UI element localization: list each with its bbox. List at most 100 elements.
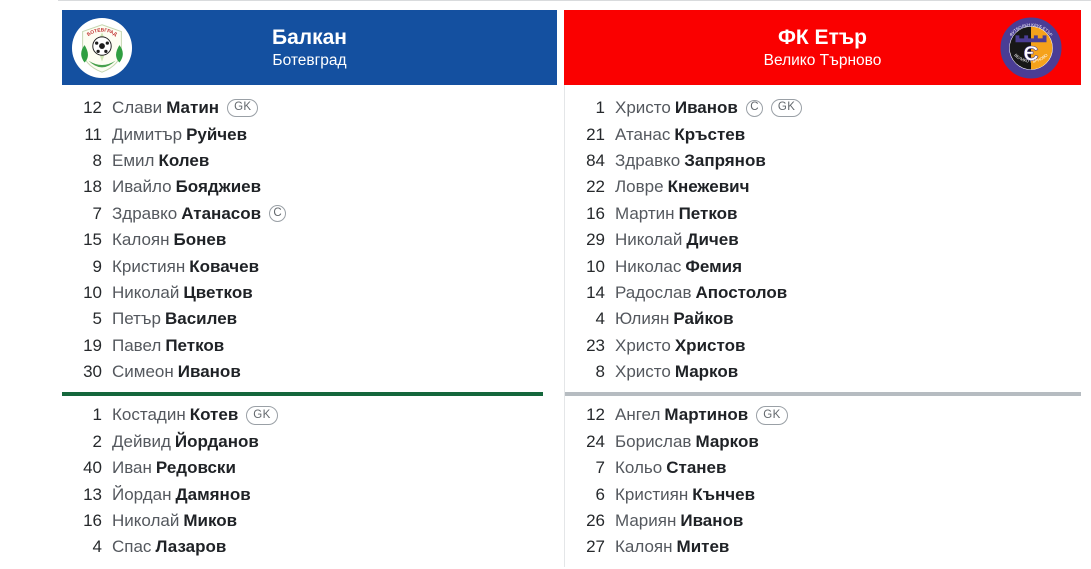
player-row[interactable]: 16 Николай Миков [62, 508, 557, 534]
player-last-name: Марков [695, 431, 759, 451]
player-number: 4 [92, 537, 102, 557]
player-last-name: Апостолов [695, 282, 788, 302]
home-team-header[interactable]: БОТЕВГРАД Балкан Ботевград [62, 10, 557, 85]
player-name: Йордан Дамянов [112, 485, 251, 505]
player-name: Ловре Кнежевич [615, 177, 750, 197]
player-row[interactable]: 30 Симеон Иванов [62, 359, 557, 385]
player-row[interactable]: 16 Мартин Петков [565, 201, 1081, 227]
player-first-name: Мартин [615, 203, 675, 223]
player-name: Радослав Апостолов [615, 283, 787, 303]
player-row[interactable]: 24 Борислав Марков [565, 429, 1081, 455]
home-substitutes-divider [62, 392, 543, 397]
player-name: Николай Дичев [615, 230, 739, 250]
etar-crest-icon: Є ФУТБОЛЕН КЛУБ ЕТЪР ВЕЛИКО ТЪРНОВО [1000, 16, 1062, 79]
player-last-name: Фемия [685, 256, 743, 276]
player-number: 6 [595, 484, 605, 504]
player-row[interactable]: 4 Юлиян Райков [565, 306, 1081, 332]
svg-text:Є: Є [1023, 41, 1038, 65]
player-name: Костадин Котев [112, 405, 238, 425]
player-first-name: Йордан [112, 484, 172, 504]
player-number: 1 [92, 405, 102, 425]
player-last-name: Иванов [674, 98, 738, 118]
goalkeeper-badge: GK [756, 406, 788, 425]
player-last-name: Миков [183, 511, 238, 531]
player-last-name: Бонев [173, 230, 227, 250]
player-row[interactable]: 12 Слави Матин GK [62, 95, 557, 121]
player-number: 26 [586, 511, 605, 531]
player-first-name: Христо [615, 335, 671, 355]
player-row[interactable]: 10 Николай Цветков [62, 280, 557, 306]
player-first-name: Николай [112, 511, 180, 531]
player-name: Калоян Митев [615, 537, 729, 557]
player-number: 7 [92, 203, 102, 223]
player-row[interactable]: 22 Ловре Кнежевич [565, 174, 1081, 200]
player-name: Кристиян Кънчев [615, 485, 755, 505]
player-last-name: Петков [678, 203, 738, 223]
player-row[interactable]: 1 Костадин Котев GK [62, 402, 557, 428]
player-row[interactable]: 11 Димитър Руйчев [62, 121, 557, 147]
player-row[interactable]: 14 Радослав Апостолов [565, 280, 1081, 306]
player-row[interactable]: 9 Кристиян Ковачев [62, 253, 557, 279]
player-first-name: Николай [615, 230, 683, 250]
player-last-name: Дичев [686, 230, 739, 250]
player-row[interactable]: 15 Калоян Бонев [62, 227, 557, 253]
player-last-name: Митев [676, 537, 730, 557]
player-first-name: Кристиян [112, 256, 186, 276]
player-name: Спас Лазаров [112, 537, 226, 557]
player-name: Симеон Иванов [112, 362, 241, 382]
player-last-name: Кнежевич [667, 177, 750, 197]
player-row[interactable]: 40 Иван Редовски [62, 455, 557, 481]
player-last-name: Бояджиев [175, 177, 262, 197]
player-row[interactable]: 10 Николас Фемия [565, 253, 1081, 279]
player-name: Мартин Петков [615, 204, 737, 224]
player-number: 24 [586, 431, 605, 451]
home-team-body: 12 Слави Матин GK 11 Димитър Руйчев 8 Емил Колев 1… [62, 85, 557, 561]
player-first-name: Здравко [112, 203, 178, 223]
player-name: Иван Редовски [112, 458, 236, 478]
player-last-name: Иванов [680, 511, 744, 531]
player-name: Мариян Иванов [615, 511, 743, 531]
player-number: 12 [586, 405, 605, 425]
player-name: Ангел Мартинов [615, 405, 748, 425]
player-first-name: Ловре [615, 177, 664, 197]
player-row[interactable]: 4 Спас Лазаров [62, 534, 557, 560]
player-row[interactable]: 7 Кольо Станев [565, 455, 1081, 481]
player-first-name: Ангел [615, 405, 661, 425]
player-last-name: Христов [674, 335, 746, 355]
player-row[interactable]: 18 Ивайло Бояджиев [62, 174, 557, 200]
player-name: Николас Фемия [615, 257, 742, 277]
player-first-name: Радослав [615, 282, 692, 302]
player-row[interactable]: 21 Атанас Кръстев [565, 121, 1081, 147]
player-row[interactable]: 23 Христо Христов [565, 333, 1081, 359]
player-number: 19 [83, 335, 102, 355]
player-row[interactable]: 13 Йордан Дамянов [62, 481, 557, 507]
player-name: Ивайло Бояджиев [112, 177, 261, 197]
player-name: Борислав Марков [615, 432, 759, 452]
player-number: 15 [83, 230, 102, 250]
player-row[interactable]: 29 Николай Дичев [565, 227, 1081, 253]
player-row[interactable]: 27 Калоян Митев [565, 534, 1081, 560]
player-row[interactable]: 19 Павел Петков [62, 333, 557, 359]
player-row[interactable]: 12 Ангел Мартинов GK [565, 402, 1081, 428]
player-row[interactable]: 84 Здравко Запрянов [565, 148, 1081, 174]
player-first-name: Христо [615, 362, 671, 382]
player-number: 7 [595, 458, 605, 478]
away-team-header[interactable]: Є ФУТБОЛЕН КЛУБ ЕТЪР ВЕЛИКО ТЪРНОВО [564, 10, 1081, 85]
player-row[interactable]: 1 Христо Иванов C GK [565, 95, 1081, 121]
player-row[interactable]: 2 Дейвид Йорданов [62, 429, 557, 455]
player-row[interactable]: 8 Емил Колев [62, 148, 557, 174]
player-row[interactable]: 6 Кристиян Кънчев [565, 481, 1081, 507]
player-row[interactable]: 5 Петър Василев [62, 306, 557, 332]
player-last-name: Петков [165, 335, 225, 355]
player-first-name: Димитър [112, 124, 183, 144]
player-row[interactable]: 7 Здравко Атанасов C [62, 201, 557, 227]
away-starters-list: 1 Христо Иванов C GK 21 Атанас Кръстев 84 Здравко… [565, 95, 1081, 385]
goalkeeper-badge: GK [227, 98, 259, 118]
player-row[interactable]: 26 Мариян Иванов [565, 508, 1081, 534]
player-first-name: Калоян [112, 230, 170, 250]
player-first-name: Юлиян [615, 309, 670, 329]
player-first-name: Симеон [112, 362, 174, 382]
player-row[interactable]: 8 Христо Марков [565, 359, 1081, 385]
